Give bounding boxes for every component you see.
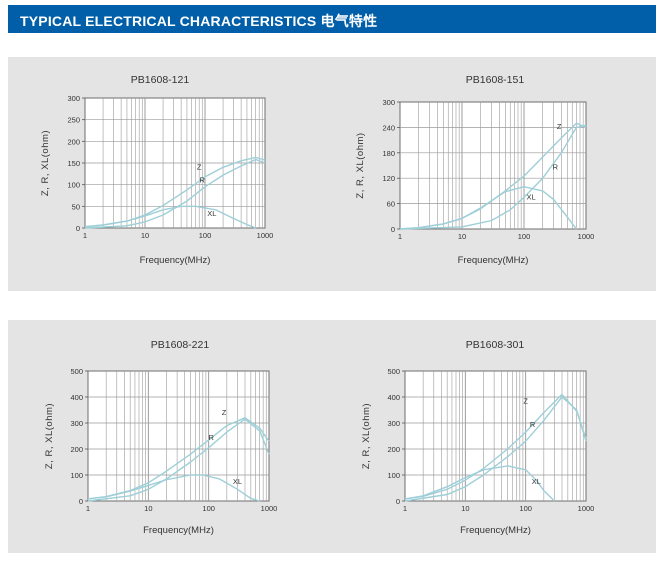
y-tick-label: 500: [387, 367, 400, 376]
x-axis-label: Frequency(MHz): [458, 255, 529, 266]
x-tick-label: 100: [519, 504, 532, 513]
chart-pb1608-301: 0 100 200 300 400 500 1 10 100 1000 Z R XL PB1608-301…: [361, 339, 595, 536]
y-tick-label: 100: [67, 181, 80, 190]
curve-label-z: Z: [197, 163, 202, 172]
x-tick-label: 1: [83, 231, 87, 240]
series-z-line: [404, 393, 587, 500]
x-tick-label: 10: [461, 504, 469, 513]
y-tick-label: 300: [70, 419, 83, 428]
y-tick-label: 200: [67, 137, 80, 146]
x-tick-label: 1: [86, 504, 90, 513]
y-tick-label: 0: [79, 497, 83, 506]
curve-label-r: R: [553, 163, 559, 172]
y-tick-label: 50: [72, 202, 80, 211]
x-axis-label: Frequency(MHz): [143, 525, 214, 536]
x-axis-label: Frequency(MHz): [140, 255, 211, 266]
x-tick-label: 1000: [261, 504, 278, 513]
y-tick-label: 500: [70, 367, 83, 376]
series-xl-line: [87, 474, 260, 502]
series-r-line: [404, 396, 587, 502]
x-tick-label: 10: [458, 232, 466, 241]
y-tick-label: 60: [387, 200, 395, 209]
y-tick-label: 400: [387, 393, 400, 402]
chart-title: PB1608-121: [131, 74, 190, 86]
x-tick-label: 1000: [578, 232, 595, 241]
plot-area: [399, 101, 587, 230]
curve-label-r: R: [208, 433, 214, 442]
x-tick-label: 100: [202, 504, 215, 513]
curve-label-r: R: [200, 176, 206, 185]
series-r-line: [399, 124, 587, 230]
curve-label-z: Z: [557, 122, 562, 131]
x-tick-label: 1: [403, 504, 407, 513]
plot-area: [87, 370, 270, 502]
y-tick-label: 300: [382, 98, 395, 107]
y-tick-label: 300: [67, 94, 80, 103]
series-r-line: [84, 158, 266, 229]
x-tick-label: 100: [518, 232, 531, 241]
curve-label-r: R: [530, 420, 536, 429]
y-tick-label: 200: [70, 445, 83, 454]
series-xl-line: [84, 205, 256, 229]
curve-label-xl: XL: [532, 477, 541, 486]
y-tick-label: 150: [67, 159, 80, 168]
y-tick-label: 0: [396, 497, 400, 506]
curve-label-xl: XL: [526, 192, 535, 201]
y-tick-label: 300: [387, 419, 400, 428]
y-axis-label: Z, R, XL(ohm): [361, 403, 372, 469]
plot-area: [404, 370, 587, 502]
y-tick-label: 100: [70, 471, 83, 480]
x-tick-label: 1000: [578, 504, 595, 513]
y-tick-label: 120: [382, 174, 395, 183]
y-axis-label: Z, R, XL(ohm): [44, 403, 55, 469]
y-tick-label: 200: [387, 445, 400, 454]
series-r-line: [87, 418, 270, 502]
chart-title: PB1608-221: [151, 339, 210, 351]
series-xl-line: [399, 186, 577, 230]
curve-label-xl: XL: [233, 477, 242, 486]
y-tick-label: 400: [70, 393, 83, 402]
chart-pb1608-151: 0 60 120 180 240 300 1 10 100 1000 Z R XL PB1608-151 F…: [355, 74, 595, 266]
y-axis-label: Z, R, XL(ohm): [355, 132, 366, 198]
curve-label-z: Z: [523, 397, 528, 406]
chart-title: PB1608-151: [466, 74, 525, 86]
x-tick-label: 1: [398, 232, 402, 241]
y-tick-label: 240: [382, 123, 395, 132]
y-tick-label: 0: [391, 225, 395, 234]
chart-pb1608-121: 0 50 100 150 200 250 300 1 10 100 1000 ZR XL PB1608-1…: [40, 74, 274, 266]
x-tick-label: 100: [199, 231, 212, 240]
y-tick-label: 0: [76, 224, 80, 233]
x-tick-label: 1000: [257, 231, 274, 240]
x-tick-label: 10: [141, 231, 149, 240]
chart-title: PB1608-301: [466, 339, 525, 351]
y-tick-label: 100: [387, 471, 400, 480]
chart-pb1608-221: 0 100 200 300 400 500 1 10 100 1000 Z R XL PB1608-221…: [44, 339, 278, 536]
x-tick-label: 10: [144, 504, 152, 513]
section-title: TYPICAL ELECTRICAL CHARACTERISTICS 电气特性: [20, 13, 378, 29]
y-axis-label: Z, R, XL(ohm): [40, 130, 51, 196]
y-tick-label: 180: [382, 149, 395, 158]
series-xl-line: [404, 465, 555, 502]
section-header: TYPICAL ELECTRICAL CHARACTERISTICS 电气特性: [8, 5, 656, 33]
curve-label-z: Z: [222, 408, 227, 417]
x-axis-label: Frequency(MHz): [460, 525, 531, 536]
y-tick-label: 250: [67, 116, 80, 125]
curve-label-xl: XL: [207, 209, 216, 218]
